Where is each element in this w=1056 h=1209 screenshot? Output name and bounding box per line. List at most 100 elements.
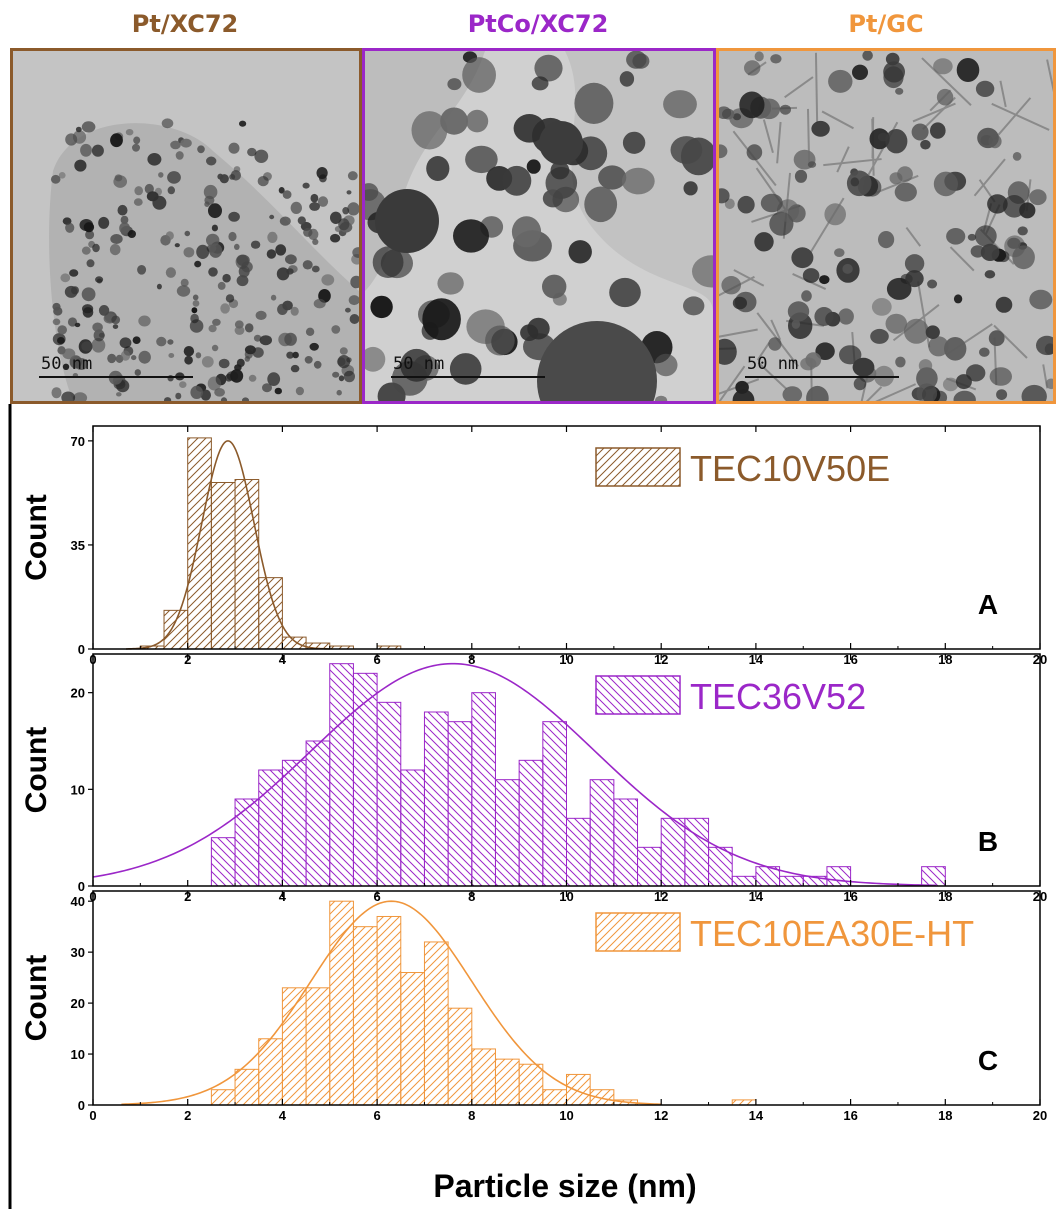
y-axis-label: Count (20, 727, 53, 814)
histogram-bar (400, 972, 425, 1106)
histogram-bar (589, 1089, 615, 1106)
tem-title-ptco-xc72: PtCo/XC72 (467, 10, 609, 38)
nanoparticle (247, 147, 257, 157)
nanoparticle (347, 171, 358, 181)
histogram-bar (234, 1068, 260, 1106)
nanoparticle (779, 104, 791, 115)
y-axis-label: Count (20, 494, 53, 581)
nanoparticle (719, 144, 728, 159)
nanoparticle (267, 231, 278, 243)
nanoparticle (253, 334, 262, 342)
nanoparticle (67, 317, 78, 327)
nanoparticle (791, 247, 814, 269)
legend-label: TEC10V50E (690, 448, 890, 489)
nanoparticle (156, 336, 167, 347)
nanoparticle (885, 313, 908, 334)
nanoparticle (852, 357, 875, 377)
nanoparticle (735, 380, 749, 394)
nanoparticle (168, 353, 175, 358)
nanoparticle (295, 386, 304, 396)
nanoparticle (806, 385, 829, 401)
histogram-bar (187, 437, 212, 650)
nanoparticle (211, 224, 218, 232)
carbon-fiber (875, 383, 917, 401)
nanoparticle (167, 339, 174, 345)
nanoparticle (254, 149, 269, 163)
nanoparticle (81, 121, 96, 133)
nanoparticle (877, 132, 889, 142)
y-tick-label: 10 (71, 1047, 85, 1062)
nanoparticle (350, 275, 359, 289)
nanoparticle (228, 211, 240, 222)
nanoparticle (721, 276, 741, 295)
nanoparticle (885, 52, 900, 66)
nanoparticle (93, 329, 105, 342)
nanoparticle (330, 233, 341, 243)
nanoparticle (138, 350, 151, 364)
nanoparticle (905, 270, 924, 288)
nanoparticle (337, 355, 351, 369)
nanoparticle (119, 337, 132, 349)
carbon-fiber (921, 57, 972, 106)
nanoparticle (485, 325, 515, 356)
histogram-bar (494, 1058, 520, 1106)
nanoparticle (988, 330, 1005, 347)
nanoparticle (167, 171, 181, 184)
nanoparticle (62, 348, 76, 360)
nanoparticle (175, 151, 184, 160)
nanoparticle (989, 367, 1012, 386)
nanoparticle (120, 350, 131, 361)
nanoparticle (568, 240, 592, 264)
nanoparticle (846, 170, 872, 197)
nanoparticle (132, 143, 140, 152)
nanoparticle (138, 315, 151, 327)
nanoparticle (91, 144, 104, 157)
nanoparticle (212, 318, 221, 326)
nanoparticle (184, 355, 193, 365)
nanoparticle (930, 122, 946, 139)
nanoparticle (167, 375, 174, 382)
nanoparticle (218, 358, 230, 369)
nanoparticle (311, 265, 320, 273)
nanoparticle (91, 338, 106, 353)
nanoparticle (220, 303, 230, 314)
x-tick-label: 6 (373, 1108, 380, 1123)
tem-micrograph-ptco-xc72: 50 nm (365, 51, 713, 401)
nanoparticle (955, 374, 972, 390)
nanoparticle (936, 88, 954, 106)
tem-image-ptco-xc72: 50 nm (362, 48, 716, 404)
nanoparticle (437, 272, 464, 295)
nanoparticle (462, 57, 496, 93)
carbon-fiber (776, 121, 782, 164)
histogram-bar (731, 875, 757, 887)
nanoparticle (286, 268, 294, 275)
nanoparticle (278, 187, 285, 194)
large-particle (539, 121, 583, 165)
nanoparticle (133, 198, 143, 206)
nanoparticle (239, 120, 247, 127)
nanoparticle (946, 228, 966, 245)
nanoparticle (65, 222, 75, 233)
nanoparticle (60, 273, 71, 283)
histogram-bar (471, 1048, 496, 1106)
nanoparticle (316, 167, 328, 179)
nanoparticle (400, 348, 433, 382)
nanoparticle (449, 353, 482, 385)
nanoparticle (365, 183, 379, 201)
nanoparticle (132, 336, 141, 345)
nanoparticle (916, 367, 938, 390)
histogram-bar (542, 1089, 568, 1106)
histogram-bar (423, 941, 449, 1106)
nanoparticle (203, 184, 218, 200)
histogram-bar (494, 779, 520, 887)
nanoparticle (167, 186, 175, 195)
nanoparticle (330, 211, 342, 224)
histogram-bar (566, 1073, 591, 1106)
nanoparticle (987, 194, 1008, 214)
nanoparticle (598, 165, 627, 190)
nanoparticle (133, 136, 141, 145)
nanoparticle (815, 342, 835, 361)
scale-label: 50 nm (41, 354, 92, 374)
nanoparticle (69, 269, 79, 277)
nanoparticle (953, 294, 963, 304)
